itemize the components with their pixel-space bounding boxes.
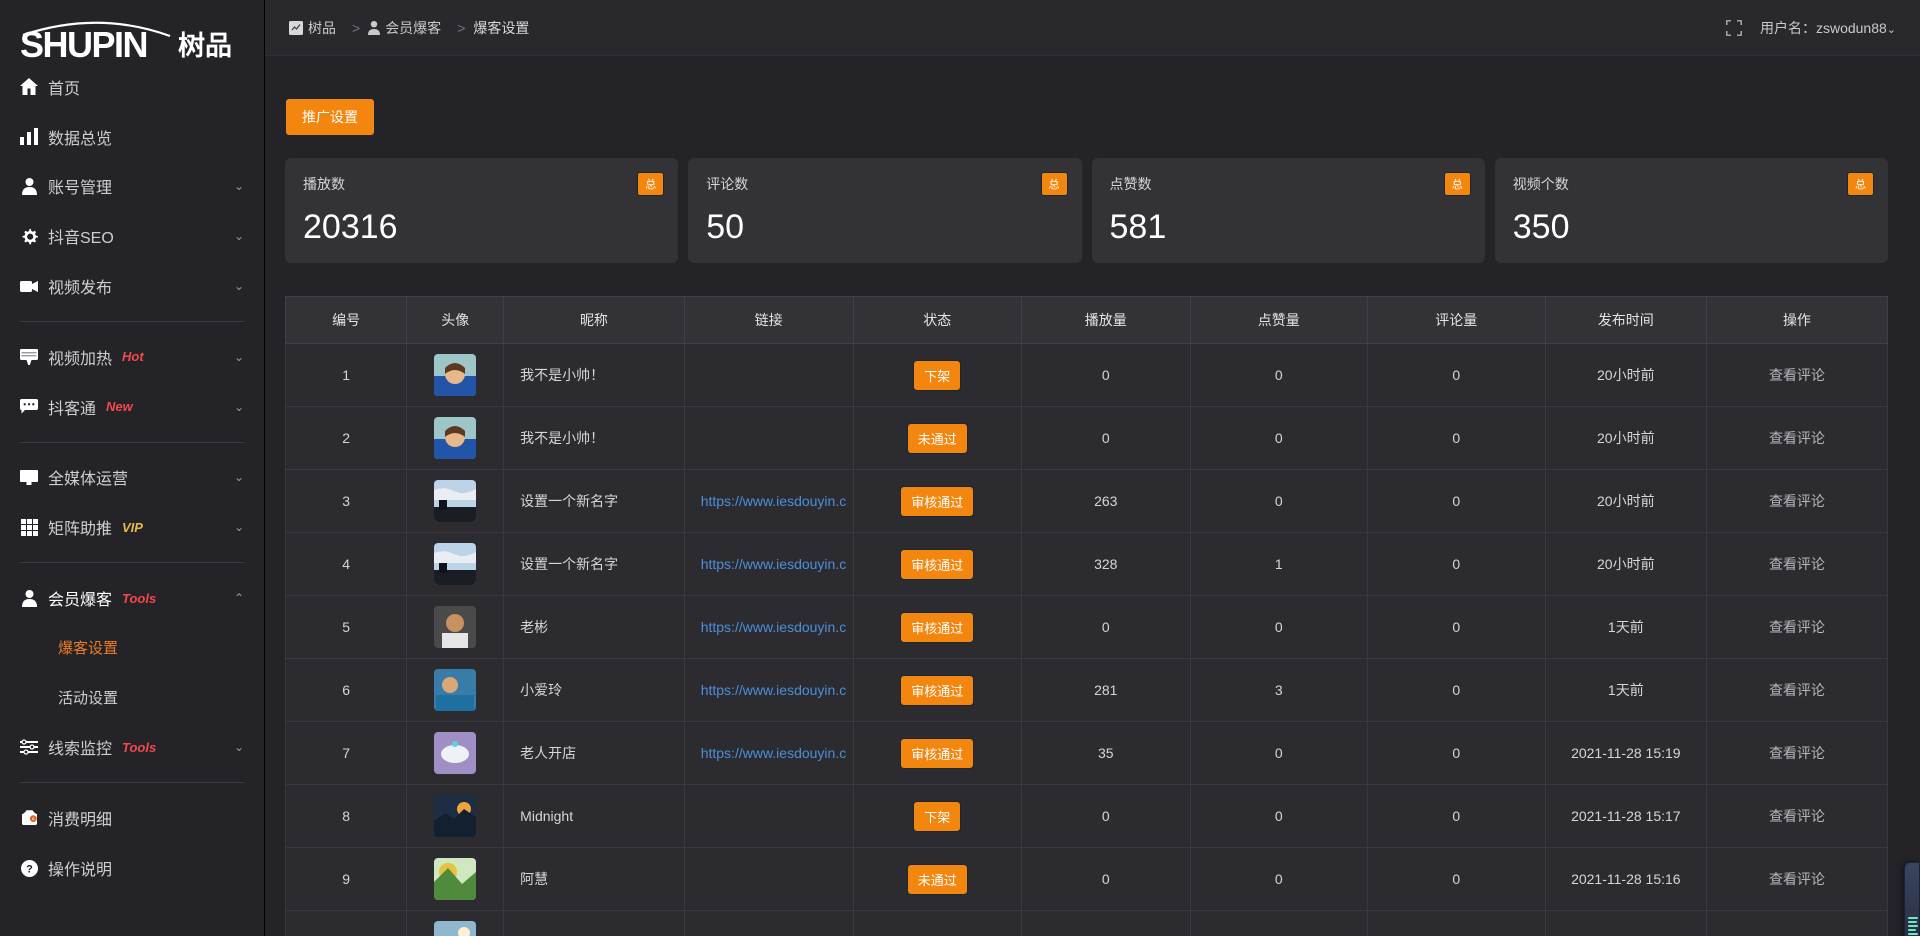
svg-text:?: ? <box>26 863 33 875</box>
svg-text:树品: 树品 <box>178 31 232 61</box>
svg-text:C: C <box>31 816 34 821</box>
